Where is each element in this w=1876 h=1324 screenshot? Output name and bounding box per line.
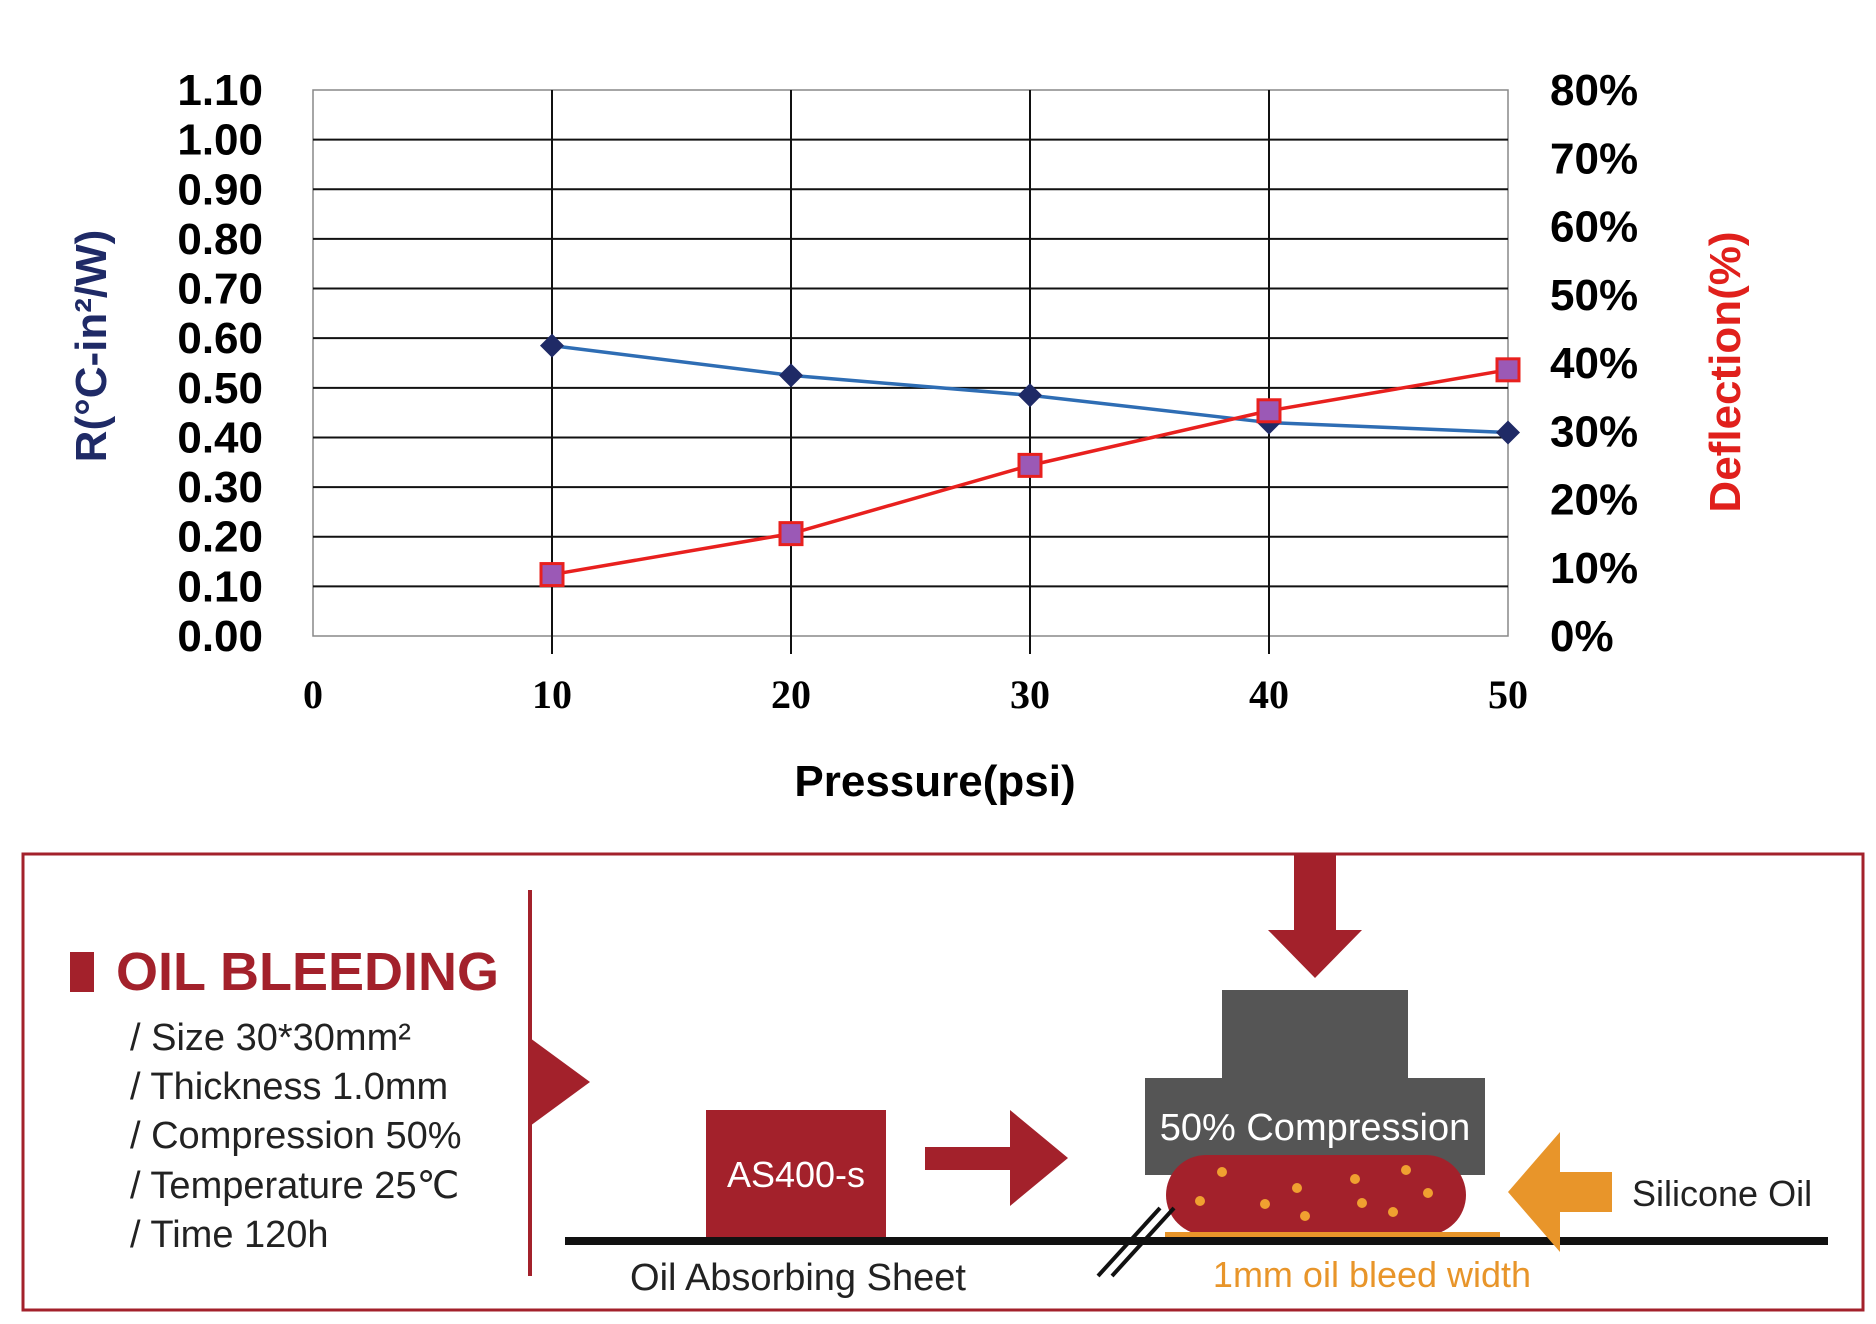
y-left-tick-label: 0.70 (177, 265, 263, 314)
compression-label: 50% Compression (1160, 1107, 1470, 1149)
oil-bleeding-title: OIL BLEEDING (116, 942, 499, 1002)
x-tick-label: 50 (1488, 672, 1528, 717)
oil-bleed-strip (1165, 1232, 1500, 1240)
x-axis-label: Pressure(psi) (794, 757, 1075, 806)
oil-droplet (1350, 1174, 1360, 1184)
y-right-tick-label: 0% (1550, 612, 1614, 661)
spec-compression: / Compression 50% (130, 1115, 462, 1157)
y-left-tick-label: 0.10 (177, 562, 263, 611)
spec-temperature: / Temperature 25℃ (130, 1165, 459, 1207)
panel-border (21, 852, 1865, 1312)
y-left-tick-label: 0.60 (177, 314, 263, 363)
data-point-deflection (1256, 398, 1282, 424)
absorbing-sheet-label: Oil Absorbing Sheet (630, 1257, 966, 1299)
data-point-deflection (778, 521, 804, 547)
x-tick-label: 0 (303, 672, 323, 717)
y-left-tick-label: 1.10 (177, 66, 263, 115)
oil-droplets (1195, 1165, 1433, 1221)
y-left-tick-label: 0.30 (177, 463, 263, 512)
oil-droplet (1292, 1183, 1302, 1193)
y-left-tick-label: 0.00 (177, 612, 263, 661)
data-point-deflection (1017, 452, 1043, 478)
y-axis-right-label: Deflection(%) (1701, 231, 1750, 512)
right-axis-ticks: 0% 10% 20% 30% 40% 50% 60% 70% 80% (1550, 66, 1638, 661)
y-left-tick-label: 0.90 (177, 165, 263, 214)
spec-thickness: / Thickness 1.0mm (130, 1066, 448, 1108)
data-point-deflection (1495, 357, 1521, 383)
chart: 0.000.100.200.300.400.500.600.700.800.90… (67, 66, 1750, 806)
y-left-tick-label: 0.80 (177, 215, 263, 264)
sample-arrow-icon (925, 1110, 1068, 1206)
y-left-tick-label: 0.40 (177, 413, 263, 462)
oil-bleed-width-label: 1mm oil bleed width (1213, 1254, 1531, 1295)
spec-time: / Time 120h (130, 1214, 329, 1256)
left-axis-ticks: 0.000.100.200.300.400.500.600.700.800.90… (177, 66, 263, 661)
data-point-deflection (539, 562, 565, 588)
y-right-tick-label: 70% (1550, 134, 1638, 183)
oil-droplet (1388, 1207, 1398, 1217)
x-tick-label: 40 (1249, 672, 1289, 717)
press-down-arrow-icon (1268, 854, 1362, 978)
grid (313, 90, 1508, 654)
oil-droplet (1401, 1165, 1411, 1175)
break-mark (1096, 1206, 1162, 1278)
data-point-resistance (779, 363, 803, 388)
sample-label: AS400-s (727, 1154, 865, 1195)
oil-droplet (1300, 1211, 1310, 1221)
y-right-tick-label: 80% (1550, 66, 1638, 115)
data-point-resistance (1496, 420, 1520, 445)
oil-droplet (1217, 1167, 1227, 1177)
oil-droplet (1195, 1196, 1205, 1206)
title-square-icon (70, 952, 94, 992)
y-right-tick-label: 60% (1550, 203, 1638, 252)
oil-droplet (1260, 1199, 1270, 1209)
silicone-oil-arrow-icon (1508, 1132, 1612, 1252)
oil-bleeding-panel: OIL BLEEDING / Size 30*30mm² / Thickness… (21, 852, 1865, 1312)
y-right-tick-label: 50% (1550, 271, 1638, 320)
oil-droplet (1357, 1198, 1367, 1208)
y-left-tick-label: 0.50 (177, 364, 263, 413)
x-tick-label: 10 (532, 672, 572, 717)
data-point-resistance (1018, 383, 1042, 408)
plot-area (312, 89, 1509, 637)
y-left-tick-label: 1.00 (177, 116, 263, 165)
sample-block (706, 1110, 886, 1238)
x-tick-label: 20 (771, 672, 811, 717)
y-right-tick-label: 10% (1550, 544, 1638, 593)
y-right-tick-label: 40% (1550, 339, 1638, 388)
press-block (1222, 990, 1408, 1082)
break-mark (1110, 1206, 1176, 1278)
series-group (539, 333, 1521, 588)
divider-pointer-icon (530, 1038, 590, 1126)
silicone-oil-label: Silicone Oil (1632, 1173, 1812, 1214)
x-tick-label: 30 (1010, 672, 1050, 717)
oil-droplet (1423, 1188, 1433, 1198)
y-axis-left-label: R(°C-in²/W) (67, 230, 116, 463)
y-right-tick-label: 30% (1550, 407, 1638, 456)
y-left-tick-label: 0.20 (177, 513, 263, 562)
y-right-tick-label: 20% (1550, 476, 1638, 525)
spec-size: / Size 30*30mm² (130, 1017, 411, 1059)
data-point-resistance (540, 333, 564, 358)
x-axis-ticks: 0 10 20 30 40 50 (303, 672, 1528, 717)
compressed-pad (1166, 1155, 1466, 1235)
